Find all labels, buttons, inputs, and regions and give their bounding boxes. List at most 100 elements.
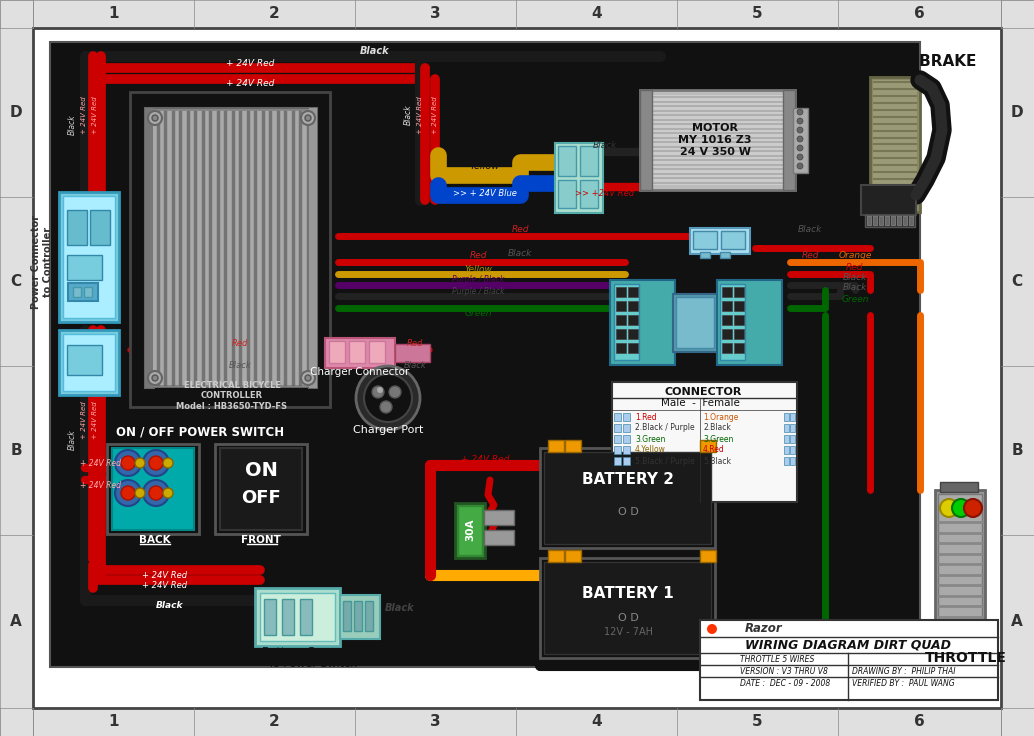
Bar [784, 413, 789, 421]
Text: Green: Green [842, 294, 869, 303]
Text: + 24V Red: + 24V Red [225, 79, 274, 88]
Bar [734, 343, 744, 353]
Text: Razor: Razor [746, 623, 783, 635]
Bar [255, 588, 340, 646]
Bar [1001, 0, 1034, 736]
Circle shape [797, 127, 803, 133]
Circle shape [163, 458, 173, 468]
Text: 5.Black: 5.Black [703, 456, 731, 465]
Text: 1: 1 [109, 7, 119, 21]
Bar [722, 301, 732, 311]
Bar [455, 503, 485, 558]
Bar [558, 146, 576, 176]
Text: Red: Red [511, 224, 528, 233]
Bar [540, 558, 714, 658]
Circle shape [301, 371, 315, 385]
Text: Black: Black [67, 430, 77, 450]
Text: Green: Green [464, 308, 492, 317]
Bar [614, 284, 639, 360]
Text: ON / OFF POWER SWITCH: ON / OFF POWER SWITCH [116, 425, 284, 439]
Bar [565, 550, 581, 562]
Bar [866, 216, 871, 225]
Bar [891, 216, 895, 225]
Circle shape [149, 456, 163, 470]
Circle shape [797, 118, 803, 124]
Text: 30A: 30A [465, 519, 475, 541]
Circle shape [121, 486, 135, 500]
Bar [63, 196, 115, 318]
Text: Charger Connector: Charger Connector [310, 367, 409, 377]
Bar [458, 506, 482, 555]
Text: Black: Black [229, 361, 251, 369]
Bar [215, 444, 307, 534]
Text: Power Connector
to Controller: Power Connector to Controller [31, 215, 53, 309]
Text: ELECTRICAL BICYCLE
CONTROLLER
Model : HB3650-TYD-FS: ELECTRICAL BICYCLE CONTROLLER Model : HB… [177, 381, 287, 411]
Bar [484, 530, 514, 545]
Bar [90, 210, 110, 245]
Circle shape [356, 366, 420, 430]
Bar [148, 111, 314, 385]
Text: Motor Connector: Motor Connector [455, 125, 549, 135]
Bar [616, 301, 626, 311]
Text: Red: Red [232, 339, 248, 349]
Text: Throttle Connector: Throttle Connector [655, 265, 760, 275]
Bar [790, 424, 795, 432]
Text: 6: 6 [914, 7, 924, 21]
Bar [544, 562, 711, 654]
Text: + 24V Red: + 24V Red [80, 481, 121, 489]
Circle shape [797, 145, 803, 151]
Text: Handle Brake Connector: Handle Brake Connector [630, 212, 757, 222]
Bar [59, 192, 119, 322]
Text: + 24V Red: + 24V Red [81, 96, 87, 134]
Text: B: B [1011, 443, 1023, 458]
Bar [0, 708, 1034, 736]
Bar [484, 510, 514, 525]
Text: O D: O D [617, 613, 638, 623]
Text: DATE :  DEC - 09 - 2008: DATE : DEC - 09 - 2008 [740, 679, 830, 687]
Bar [67, 345, 102, 375]
Circle shape [121, 456, 135, 470]
Bar [870, 77, 920, 212]
Text: + 24V Red: + 24V Red [461, 455, 509, 464]
Text: 5: 5 [752, 715, 763, 729]
Text: Black: Black [67, 115, 77, 135]
Text: Purple / Black: Purple / Black [452, 286, 505, 295]
Bar [700, 440, 716, 452]
Bar [722, 315, 732, 325]
Text: 1: 1 [109, 715, 119, 729]
Bar [612, 382, 797, 502]
Bar [67, 210, 87, 245]
Text: Black: Black [403, 361, 426, 369]
Circle shape [148, 371, 162, 385]
Text: Black: Black [360, 46, 390, 56]
Text: FRONT: FRONT [241, 535, 281, 545]
Text: 4: 4 [591, 7, 602, 21]
Text: + 24V Red: + 24V Red [417, 96, 423, 134]
Text: C: C [10, 274, 22, 289]
Text: 3: 3 [430, 7, 440, 21]
Text: BATTERY 2: BATTERY 2 [582, 473, 674, 487]
Text: O D: O D [617, 507, 638, 517]
Text: Black: Black [843, 283, 868, 292]
Text: Black: Black [843, 272, 868, 281]
Text: D: D [9, 105, 23, 120]
Circle shape [372, 386, 384, 398]
Text: >> +24V Red: >> +24V Red [576, 189, 635, 199]
Bar [721, 231, 746, 249]
Circle shape [135, 488, 145, 498]
Circle shape [305, 115, 311, 121]
Bar [558, 180, 576, 208]
Bar [734, 329, 744, 339]
Bar [722, 329, 732, 339]
Bar [700, 620, 998, 700]
Bar [938, 494, 982, 646]
Bar [67, 255, 102, 280]
Circle shape [797, 136, 803, 142]
Bar [645, 95, 790, 185]
Bar [84, 287, 92, 297]
Bar [628, 287, 638, 297]
Text: 1.Orange: 1.Orange [703, 412, 738, 422]
Circle shape [797, 163, 803, 169]
Text: Red: Red [846, 263, 863, 272]
Circle shape [305, 375, 311, 381]
